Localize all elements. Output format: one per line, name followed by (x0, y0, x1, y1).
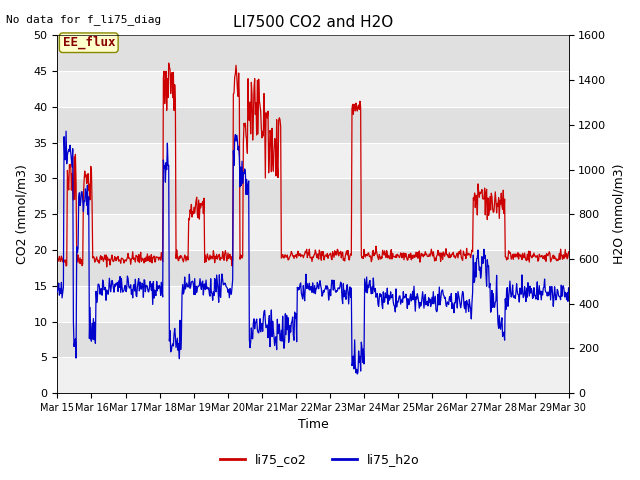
Bar (58, 179, 568, 214)
Title: LI7500 CO2 and H2O: LI7500 CO2 and H2O (233, 15, 393, 30)
Y-axis label: H2O (mmol/m3): H2O (mmol/m3) (612, 164, 625, 264)
Bar (58, 214, 568, 250)
Bar (58, 143, 568, 179)
X-axis label: Time: Time (298, 419, 328, 432)
Bar (58, 357, 568, 393)
Legend: li75_co2, li75_h2o: li75_co2, li75_h2o (215, 448, 425, 471)
Bar (58, 286, 568, 322)
Bar (58, 250, 568, 286)
Bar (58, 107, 568, 143)
Y-axis label: CO2 (mmol/m3): CO2 (mmol/m3) (15, 164, 28, 264)
Bar (58, 36, 568, 71)
Bar (58, 71, 568, 107)
Text: EE_flux: EE_flux (63, 36, 115, 49)
Bar (58, 322, 568, 357)
Text: No data for f_li75_diag: No data for f_li75_diag (6, 14, 162, 25)
